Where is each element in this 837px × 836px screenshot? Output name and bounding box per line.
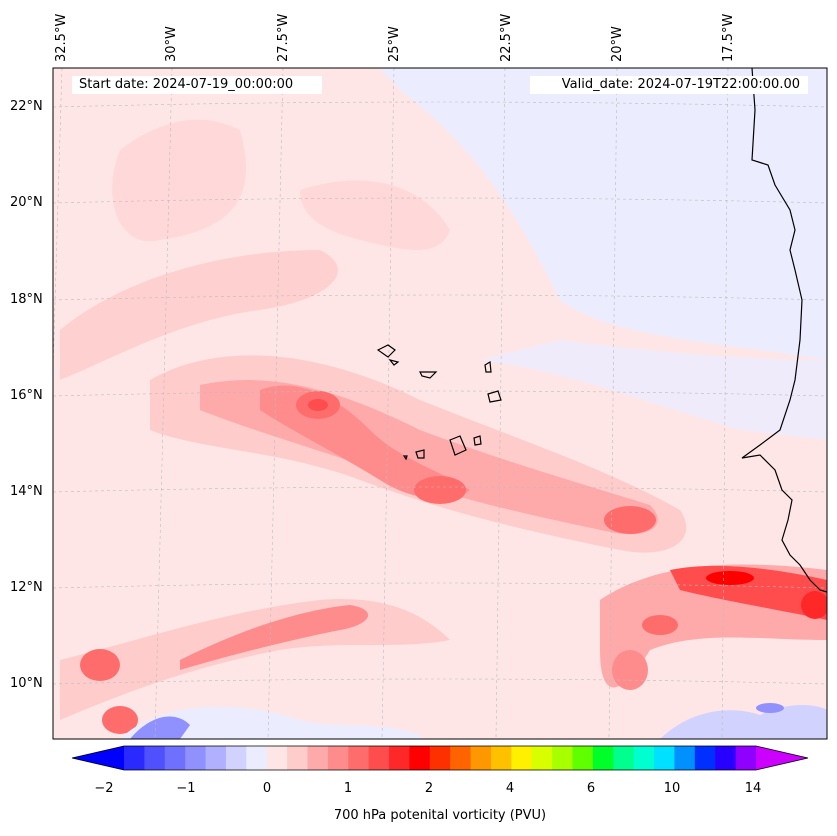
lon-label-27.5w: 27.5°W [276, 13, 291, 62]
lat-label-18n: 18°N [10, 292, 43, 307]
colorbar-segment [735, 746, 757, 770]
colorbar-segment [144, 746, 166, 770]
negative-pv-south [120, 706, 420, 739]
colorbar-tick-label: 14 [744, 781, 762, 796]
colorbar-extend-max [756, 746, 808, 770]
colorbar-segment [633, 746, 655, 770]
colorbar-segment [185, 746, 207, 770]
start-date-label: Start date: 2024-07-19_00:00:00 [79, 77, 294, 92]
lon-label-30w: 30°W [164, 26, 179, 62]
coastline [741, 68, 827, 593]
pv-streak-northwest [112, 119, 247, 242]
colorbar-tick-label: 4 [505, 781, 515, 796]
colorbar-segment [450, 746, 472, 770]
lat-label-16n: 16°N [10, 388, 43, 403]
colorbar [71, 745, 809, 771]
map-plot-area [53, 68, 827, 739]
colorbar-tick-label: 10 [663, 781, 681, 796]
negative-pv-region-north [380, 68, 827, 360]
pv-max-southeast [706, 571, 754, 585]
colorbar-segment [470, 746, 492, 770]
colorbar-segment [429, 746, 451, 770]
colorbar-segment [266, 746, 288, 770]
colorbar-segment [307, 746, 329, 770]
colorbar-tick-label: −1 [176, 781, 196, 796]
colorbar-segment [287, 746, 308, 770]
valid-date-label: Valid_date: 2024-07-19T22:00:00.00 [561, 77, 800, 92]
colorbar-segment [124, 746, 145, 770]
colorbar-segment [348, 746, 370, 770]
lat-label-10n: 10°N [10, 676, 43, 691]
lat-label-12n: 12°N [10, 580, 43, 595]
colorbar-segment [674, 746, 696, 770]
colorbar-segment [613, 746, 635, 770]
lon-label-20w: 20°W [610, 26, 625, 62]
colorbar-segment [552, 746, 574, 770]
colorbar-segment [205, 746, 227, 770]
colorbar-segment [490, 746, 512, 770]
lon-label-25w: 25°W [387, 26, 402, 62]
lat-label-14n: 14°N [10, 484, 43, 499]
pv-max-southeast-3 [612, 650, 648, 690]
lat-label-22n: 22°N [10, 99, 43, 114]
colorbar-segment [572, 746, 594, 770]
negative-pv-southeast [660, 705, 827, 739]
pv-streak-west [60, 250, 338, 380]
colorbar-segment [654, 746, 675, 770]
colorbar-segment [246, 746, 268, 770]
colorbar-tick-label: −2 [94, 781, 114, 796]
start-date-box: Start date: 2024-07-19_00:00:00 [72, 76, 322, 94]
lon-label-32.5w: 32.5°W [54, 13, 69, 62]
colorbar-outline [71, 745, 809, 771]
colorbar-tick-label: 6 [586, 781, 596, 796]
colorbar-segment [389, 746, 410, 770]
lon-label-22.5w: 22.5°W [499, 13, 514, 62]
colorbar-segment [511, 746, 533, 770]
pv-max-southwest [80, 649, 120, 681]
pv-max-coast [801, 591, 827, 619]
pv-max-east [604, 506, 656, 534]
colorbar-tick-label: 2 [424, 781, 434, 796]
cape-verde-islands [376, 344, 502, 461]
colorbar-tick-label: 0 [262, 781, 272, 796]
negative-pv-band [480, 340, 827, 440]
colorbar-segment [715, 746, 737, 770]
colorbar-segment [694, 746, 716, 770]
pv-max-southeast-2 [642, 615, 678, 635]
colorbar-segment [368, 746, 390, 770]
pv-streak-central-north [300, 180, 450, 250]
pv-band-south-inner [180, 605, 369, 670]
lon-label-17.5w: 17.5°W [721, 13, 736, 62]
negative-pv-core-southeast [756, 703, 784, 713]
colorbar-segment [409, 746, 431, 770]
pv-max-central [414, 476, 466, 504]
colorbar-segment [531, 746, 553, 770]
colorbar-tick-label: 1 [343, 781, 353, 796]
colorbar-extend-min [72, 746, 124, 770]
colorbar-segment [327, 746, 349, 770]
colorbar-title: 700 hPa potenital vorticity (PVU) [333, 808, 547, 823]
lat-label-20n: 20°N [10, 195, 43, 210]
colorbar-segment [225, 746, 247, 770]
negative-pv-core-south [130, 716, 190, 739]
map-frame [52, 67, 828, 740]
pv-band-south-outer [60, 599, 450, 720]
pv-max-southwest-2 [102, 706, 138, 734]
pv-max-west-core [308, 399, 328, 411]
valid-date-box: Valid_date: 2024-07-19T22:00:00.00 [530, 76, 808, 94]
graticule [53, 68, 827, 739]
colorbar-segment [592, 746, 614, 770]
colorbar-segment [164, 746, 186, 770]
